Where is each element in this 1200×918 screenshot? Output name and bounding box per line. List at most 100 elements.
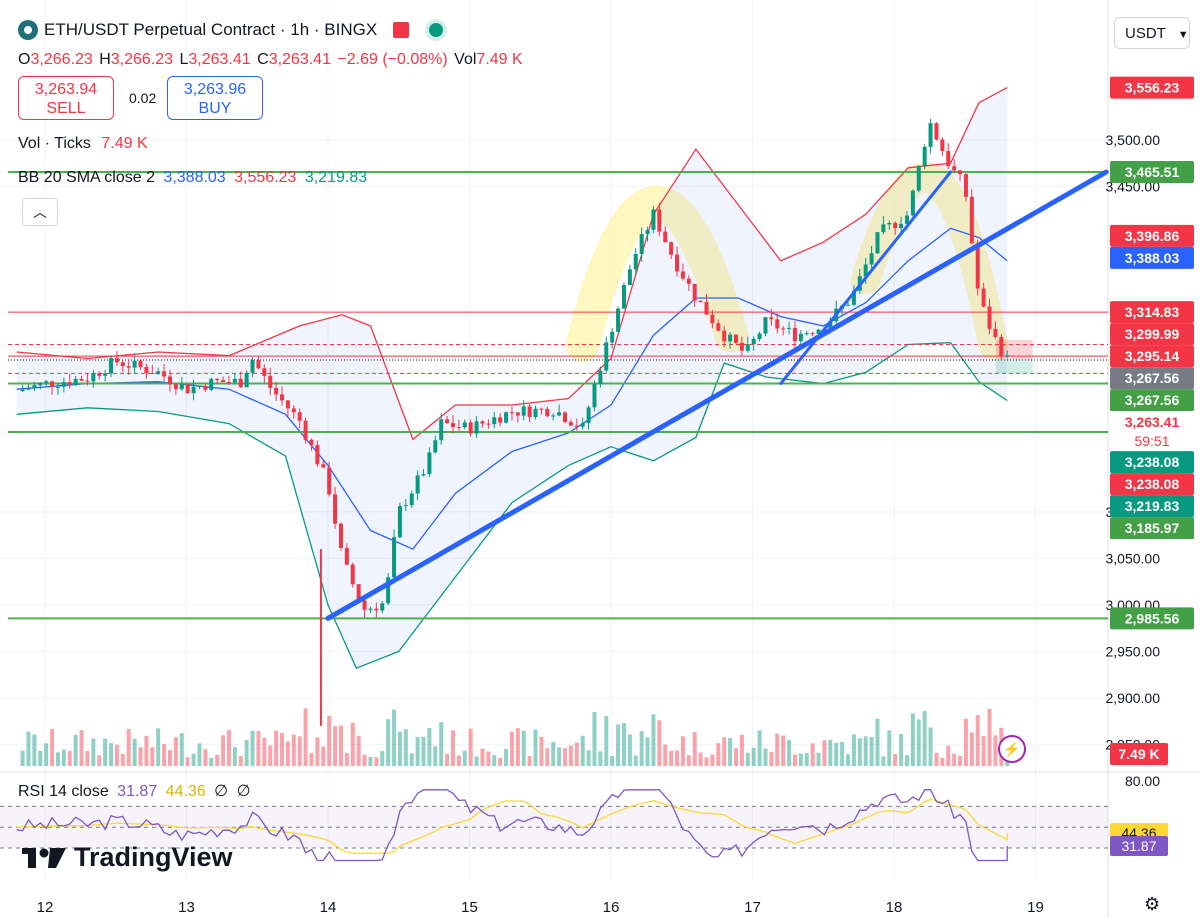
volume-bar: [692, 731, 697, 766]
settings-gear-icon[interactable]: ⚙: [1144, 894, 1161, 914]
volume-bar: [350, 722, 355, 766]
candle-body: [167, 376, 172, 385]
candle-body: [928, 123, 933, 147]
volume-bar: [893, 753, 898, 766]
bb-fill: [16, 87, 1008, 669]
rsi-legend[interactable]: RSI 14 close 31.87 44.36 ∅ ∅: [18, 783, 251, 800]
volume-bar: [374, 757, 379, 766]
volume-bar: [669, 750, 674, 766]
volume-bar: [763, 748, 768, 766]
volume-legend[interactable]: Vol · Ticks 7.49 K: [18, 135, 148, 152]
candle-body: [539, 408, 544, 410]
candle-body: [769, 317, 774, 320]
candle-body: [946, 151, 951, 167]
sell-button[interactable]: 3,263.94 SELL: [18, 76, 114, 120]
volume-bar: [238, 755, 243, 766]
candle-body: [67, 382, 72, 385]
volume-bar: [710, 754, 715, 766]
rsi-value-label-bg: [1110, 836, 1168, 857]
time-tick-label: 13: [178, 899, 195, 916]
candle-body: [810, 333, 815, 335]
volume-bar: [627, 734, 632, 766]
volume-bar: [362, 754, 367, 766]
tradingview-logo[interactable]: TradingView: [22, 842, 233, 873]
volume-bar: [468, 728, 473, 766]
volume-bar: [869, 736, 874, 766]
volume-bar: [633, 755, 638, 766]
candle-body: [61, 382, 66, 387]
price-label: 3,295.14: [1125, 348, 1180, 364]
volume-bar: [73, 734, 78, 766]
volume-bar: [527, 756, 532, 766]
candle-body: [462, 422, 467, 428]
volume-bar: [132, 738, 137, 766]
candle-body: [963, 174, 968, 197]
volume-bar: [179, 733, 184, 766]
lightning-icon[interactable]: ⚡: [998, 735, 1026, 763]
symbol-logo-icon[interactable]: [18, 20, 38, 40]
volume-label-bg: [1110, 743, 1168, 765]
candle-body: [374, 608, 379, 611]
volume-bar: [651, 714, 656, 766]
volume-bar: [757, 730, 762, 766]
price-label: 3,556.23: [1125, 80, 1180, 96]
volume-bar: [509, 731, 514, 766]
price-label-bg: [1110, 495, 1194, 518]
candle-body: [981, 288, 986, 307]
volume-bar: [545, 748, 550, 766]
live-status-icon[interactable]: [429, 23, 444, 37]
volume-bar: [126, 728, 131, 766]
candle-body: [44, 381, 49, 383]
candle-body: [144, 367, 149, 374]
volume-bar: [327, 715, 332, 766]
volume-bar: [268, 745, 273, 766]
candle-body: [215, 378, 220, 381]
volume-bar: [456, 755, 461, 766]
price-label-bg: [1110, 246, 1194, 269]
volume-bar: [863, 736, 868, 766]
price-label: 3,185.97: [1125, 520, 1180, 536]
volume-bar: [804, 753, 809, 766]
buy-button[interactable]: 3,263.96 BUY: [167, 76, 263, 120]
volume-bar: [515, 728, 520, 766]
volume-bar: [291, 734, 296, 766]
price-label: 3,219.83: [1125, 498, 1180, 514]
price-label: 3,396.86: [1125, 228, 1180, 244]
volume-bar: [197, 743, 202, 766]
volume-bar: [822, 740, 827, 766]
volume-bar: [810, 743, 815, 766]
candle-body: [869, 253, 874, 265]
candle-body: [138, 360, 143, 368]
candle-body: [344, 547, 349, 565]
price-label-bg: [1110, 161, 1194, 183]
candle-body: [669, 242, 674, 255]
volume-bar: [415, 736, 420, 766]
volume-bar: [686, 755, 691, 766]
volume-bar: [981, 736, 986, 766]
candle-body: [327, 467, 332, 495]
candle-body: [692, 283, 697, 301]
volume-bar: [958, 755, 963, 766]
candle-body: [109, 358, 114, 374]
candle-body: [274, 387, 279, 395]
candle-body: [244, 372, 249, 388]
candle-body: [663, 231, 668, 243]
candle-body: [592, 384, 597, 408]
candle-body: [733, 334, 738, 343]
candle-body: [103, 373, 108, 376]
symbol-title[interactable]: ETH/USDT Perpetual Contract · 1h · BINGX: [44, 20, 378, 39]
volume-bar: [61, 749, 66, 766]
volume-bar: [733, 748, 738, 766]
candle-body: [710, 314, 715, 324]
buy-price: 3,263.96: [183, 81, 247, 98]
market-status-icon[interactable]: [393, 22, 410, 38]
collapse-legend-button[interactable]: ︿: [22, 198, 58, 226]
bb-legend[interactable]: BB 20 SMA close 2 3,388.03 3,556.23 3,21…: [18, 169, 368, 186]
volume-bar: [521, 730, 526, 766]
volume-bar: [79, 730, 84, 766]
volume-bar: [191, 753, 196, 766]
candle-body: [975, 243, 980, 289]
volume-bar: [67, 751, 72, 766]
currency-select[interactable]: USDT ▼: [1114, 17, 1190, 49]
